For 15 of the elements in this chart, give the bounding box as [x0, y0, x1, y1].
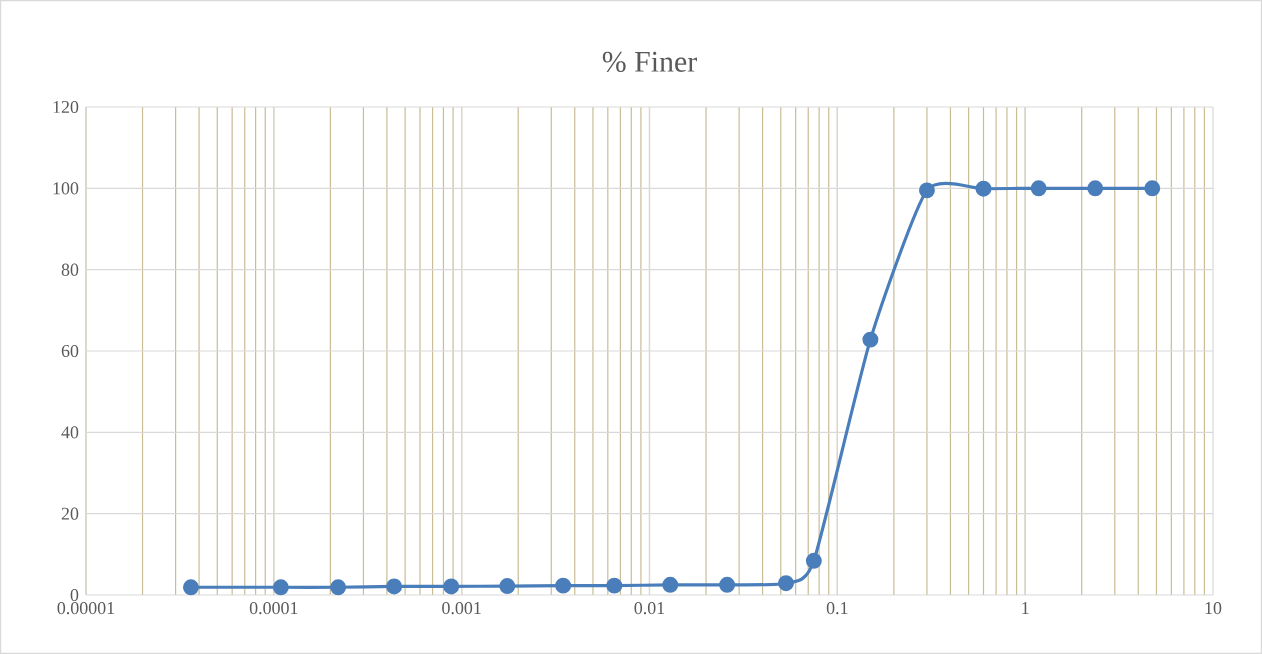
y-tick-label: 40 [61, 426, 79, 439]
x-tick-label: 0.00001 [57, 602, 115, 615]
x-tick-label: 0.01 [634, 602, 665, 615]
y-tick-label: 80 [61, 263, 79, 276]
chart-title: % Finer [602, 51, 697, 73]
y-tick-label: 0 [70, 588, 79, 602]
y-tick-label: 20 [61, 507, 79, 520]
x-tick-label: 0.1 [826, 602, 848, 615]
y-tick-label: 120 [53, 100, 79, 114]
x-tick-label: 0.0001 [249, 602, 298, 615]
y-tick-label: 100 [53, 182, 79, 195]
y-tick-label: 60 [61, 344, 79, 358]
x-tick-label: 10 [1205, 602, 1222, 615]
x-tick-label: 1 [1022, 602, 1029, 614]
x-tick-label: 0.001 [442, 602, 481, 615]
